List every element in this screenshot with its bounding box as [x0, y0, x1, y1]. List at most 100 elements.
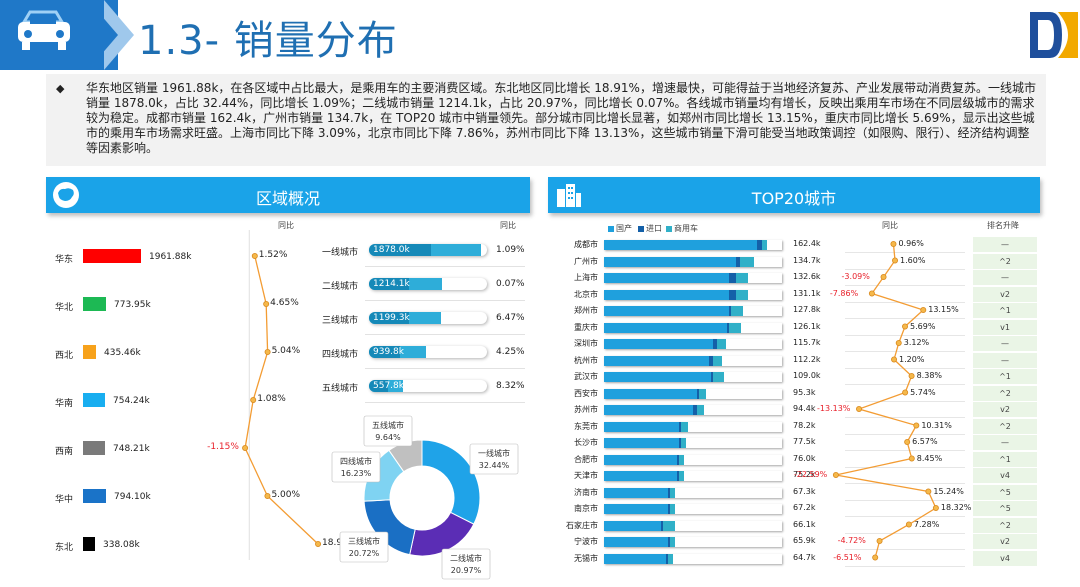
city-rank-change: ^1 [973, 369, 1037, 385]
city-bar-track [604, 372, 782, 382]
city-row: 西安市 95.3k [566, 386, 836, 402]
city-yoy-point [908, 455, 915, 462]
city-bar-commercial [679, 471, 684, 481]
donut-label-name: 一线城市 [478, 448, 510, 458]
city-bar-commercial [681, 438, 686, 448]
region-yoy-label: 1.52% [258, 250, 288, 260]
city-rank-change: — [973, 270, 1037, 286]
tier-yoy: 8.32% [496, 381, 525, 391]
city-name: 北京市 [574, 290, 598, 299]
city-row: 石家庄市 66.1k [566, 518, 836, 534]
tier-name: 一线城市 [322, 248, 359, 258]
city-rank-change: ^5 [973, 485, 1037, 501]
top20-yoy-header: 同比 [882, 221, 898, 230]
tier-row: 557.8k 8.32% [365, 371, 525, 403]
city-bar-domestic [604, 356, 709, 366]
city-rank-change: ^2 [973, 386, 1037, 402]
city-bar-domestic [604, 339, 713, 349]
city-bar-commercial [717, 339, 726, 349]
tier-yoy: 6.47% [496, 313, 525, 323]
city-yoy-point [880, 274, 887, 281]
city-value: 95.3k [793, 388, 816, 397]
city-row: 苏州市 94.4k [566, 402, 836, 418]
city-bar-commercial [699, 389, 706, 399]
tier-row: 939.8k 4.25% [365, 337, 525, 369]
tier-yoy: 4.25% [496, 347, 525, 357]
tier-value: 1199.3k [373, 313, 410, 323]
tier-row: 1878.0k 1.09% [365, 235, 525, 267]
city-bar-domestic [604, 306, 729, 316]
city-yoy-cell [845, 419, 965, 435]
city-yoy-point [920, 307, 927, 314]
city-rank-change: ^1 [973, 303, 1037, 319]
city-yoy-cell [845, 551, 965, 567]
tier-row: 1214.1k 0.07% [365, 269, 525, 301]
city-bar-commercial [670, 488, 675, 498]
city-row: 郑州市 127.8k [566, 303, 836, 319]
city-bar-import [668, 537, 670, 547]
region-panel-header: 区域概况 [46, 177, 530, 213]
city-yoy-label: 8.38% [916, 371, 943, 380]
city-yoy-label: 18.32% [940, 503, 972, 512]
city-bar-domestic [604, 257, 736, 267]
city-bar-domestic [604, 389, 697, 399]
tier-value: 557.8k [373, 381, 404, 391]
region-bar [83, 489, 106, 503]
tier-bar-fill-inner [369, 312, 409, 324]
city-bar-domestic [604, 240, 757, 250]
city-bar-import [757, 240, 762, 250]
city-rank-change: ^1 [973, 452, 1037, 468]
tier-value: 1214.1k [373, 279, 410, 289]
city-value: 75.2k [793, 470, 816, 479]
city-bar-domestic [604, 471, 677, 481]
city-yoy-label: 0.96% [898, 239, 924, 248]
donut-label: 五线城市 9.64% [363, 415, 413, 447]
city-yoy-cell [845, 518, 965, 534]
city-yoy-cell [845, 270, 965, 286]
city-bar-track [604, 405, 782, 415]
legend-swatch [666, 226, 672, 232]
city-bar-track [604, 273, 782, 283]
city-name: 西安市 [574, 389, 598, 398]
city-bar-domestic [604, 554, 666, 564]
region-name: 华北 [55, 303, 74, 313]
city-rank-change: v2 [973, 287, 1037, 303]
city-yoy-point [895, 340, 902, 347]
legend-label: 进口 [646, 224, 662, 233]
city-yoy-cell [845, 287, 965, 303]
tier-yoy: 1.09% [496, 245, 525, 255]
city-rank-change: ^2 [973, 419, 1037, 435]
tier-bar-fill-inner [369, 346, 400, 358]
city-bar-commercial [713, 372, 724, 382]
city-bar-commercial [740, 257, 754, 267]
city-yoy-point [891, 356, 898, 363]
city-yoy-point [932, 504, 939, 511]
tier-share-donut: 一线城市 32.44% 二线城市 20.97% 三线城市 20.72% 四线城市 16.23%… [331, 415, 519, 580]
city-yoy-cell [845, 452, 965, 468]
summary-text: 华东地区销量 1961.88k，在各区域中占比最大，是乘用车的主要消费区域。东北… [86, 81, 1036, 155]
region-value: 748.21k [113, 444, 150, 454]
city-name: 济南市 [574, 488, 598, 497]
tier-yoy-header: 同比 [500, 221, 516, 230]
tier-bar-track [369, 346, 487, 358]
donut-label-pct: 20.97% [451, 566, 482, 575]
city-yoy-cell [845, 435, 965, 451]
city-bar-import [736, 257, 740, 267]
city-yoy-label: 15.24% [933, 486, 964, 496]
region-value: 1961.88k [149, 252, 192, 262]
city-bar-track [604, 521, 782, 531]
city-name: 天津市 [574, 471, 598, 480]
city-rank-change: v2 [973, 402, 1037, 418]
city-bar-import [713, 339, 717, 349]
city-rank-change: v4 [973, 551, 1037, 567]
city-value: 112.2k [793, 355, 821, 364]
donut-label-name: 二线城市 [450, 553, 482, 563]
city-bar-domestic [604, 438, 679, 448]
city-name: 重庆市 [574, 323, 598, 332]
city-row: 上海市 132.6k [566, 270, 836, 286]
top20-rank-header: 排名升降 [987, 221, 1019, 230]
city-bar-domestic [604, 537, 668, 547]
city-name: 东莞市 [574, 422, 598, 431]
city-yoy-cell [845, 336, 965, 352]
region-bar [83, 537, 95, 551]
